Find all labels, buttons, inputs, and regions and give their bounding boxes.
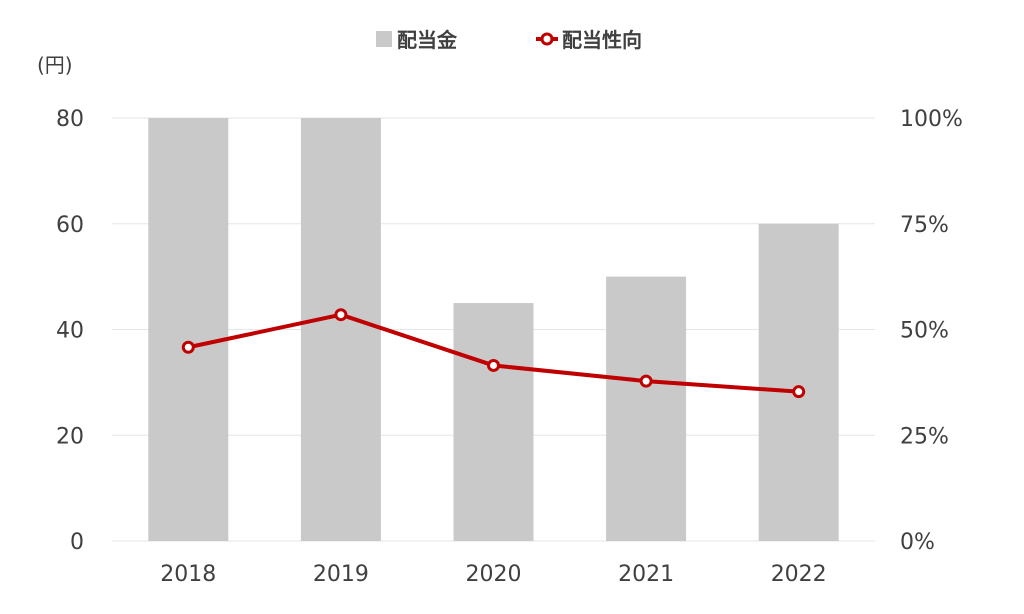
y-left-tick-label: 40: [56, 319, 84, 344]
y-right-tick-label: 50%: [900, 319, 949, 344]
bar-2020: [453, 303, 534, 541]
bar-2018: [148, 118, 229, 541]
point-2021: [639, 374, 653, 388]
y-right-tick-label: 100%: [900, 107, 963, 132]
y-left-tick-label: 80: [56, 107, 84, 132]
x-tick-label: 2021: [618, 562, 674, 587]
legend-label-dividend: 配当金: [397, 28, 458, 52]
y-right-axis: 0% 25% 50% 75% 100%: [900, 107, 963, 555]
point-2019: [334, 308, 348, 322]
legend-swatch-dividend: [376, 31, 392, 47]
line-series: [181, 308, 806, 399]
x-tick-label: 2022: [771, 562, 827, 587]
y-right-tick-label: 0%: [900, 530, 935, 555]
y-left-tick-label: 0: [70, 530, 84, 555]
point-2018: [181, 340, 195, 354]
y-left-unit-label: (円): [37, 53, 73, 77]
x-tick-label: 2019: [313, 562, 369, 587]
bar-series: [148, 118, 839, 541]
y-left-axis: 0 20 40 60 80: [56, 107, 84, 555]
y-left-tick-label: 60: [56, 213, 84, 238]
bar-2021: [606, 276, 687, 541]
point-2020: [487, 358, 500, 372]
bar-2019: [300, 118, 381, 541]
y-left-tick-label: 20: [56, 424, 84, 449]
y-right-tick-label: 75%: [900, 213, 949, 238]
point-2022: [792, 385, 806, 399]
x-tick-label: 2018: [160, 562, 216, 587]
x-tick-label: 2020: [466, 562, 522, 587]
legend-marker-payout-ratio: [540, 32, 554, 46]
x-axis: 2018 2019 2020 2021 2022: [160, 562, 826, 587]
legend: 配当金 配当性向: [376, 28, 642, 52]
legend-label-payout-ratio: 配当性向: [562, 28, 642, 52]
y-right-tick-label: 25%: [900, 424, 949, 449]
bar-2022: [758, 223, 839, 541]
